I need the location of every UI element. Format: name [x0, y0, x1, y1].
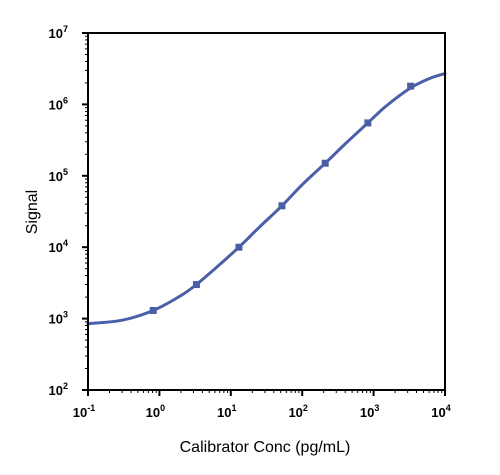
x-tick-label: 100 [146, 403, 165, 420]
data-points-layer [149, 82, 415, 314]
axes [87, 32, 446, 391]
data-point [321, 159, 329, 167]
data-point [364, 119, 372, 127]
x-tick-label: 10-1 [73, 403, 95, 420]
y-tick-label: 103 [49, 310, 68, 327]
ticks: 10-1 100 101 102 103 104 102 103 104 105 106 107 [49, 24, 451, 420]
plot-frame [87, 32, 446, 391]
y-tick-label: 106 [49, 95, 68, 112]
data-point [149, 306, 157, 314]
data-point [278, 202, 286, 210]
fit-curve-layer [86, 72, 447, 326]
fit-curve [86, 72, 447, 326]
y-tick-label: 107 [49, 24, 68, 41]
x-tick-label: 101 [217, 403, 236, 420]
x-axis-title: Calibrator Conc (pg/mL) [180, 439, 351, 456]
x-tick-label: 104 [431, 403, 450, 420]
y-tick-label: 102 [49, 381, 68, 398]
y-axis-title: Signal [24, 190, 41, 234]
plot-area [86, 72, 447, 326]
data-point [235, 243, 243, 251]
y-tick-label: 105 [49, 167, 68, 184]
data-point [407, 82, 415, 90]
data-point [192, 281, 200, 289]
y-tick-label: 104 [49, 238, 68, 255]
x-tick-label: 102 [288, 403, 307, 420]
x-tick-label: 103 [360, 403, 379, 420]
